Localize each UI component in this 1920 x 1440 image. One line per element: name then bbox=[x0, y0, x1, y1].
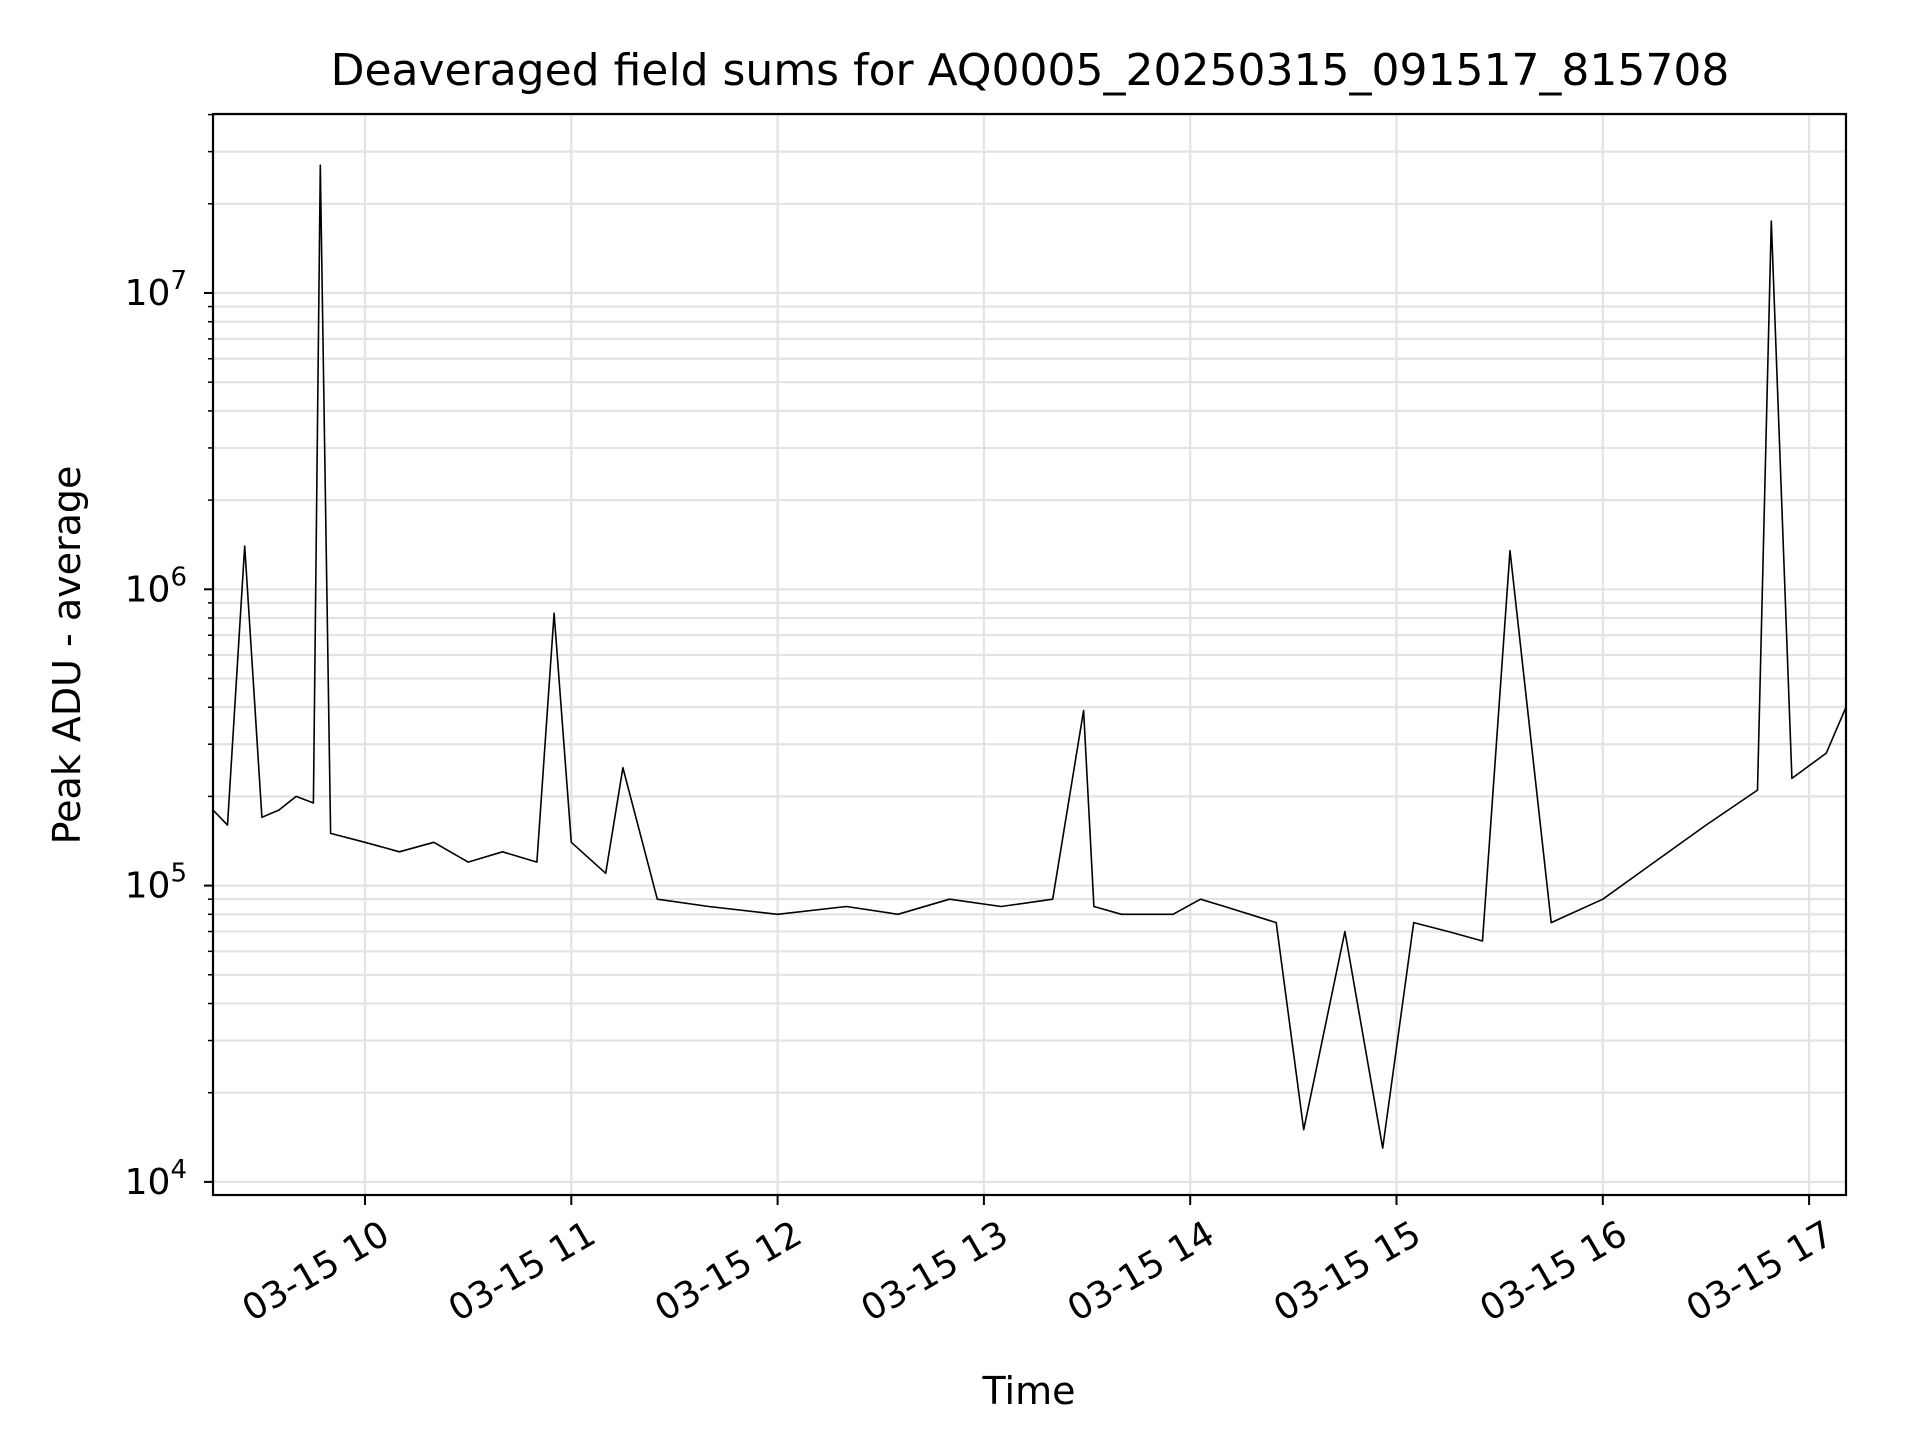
series-layer bbox=[212, 164, 1847, 1149]
y-axis-label: Peak ADU - average bbox=[45, 466, 89, 845]
y-axis: 104 105 106 107 bbox=[125, 113, 213, 1203]
y-tick-label: 107 bbox=[125, 266, 187, 314]
x-axis-label: Time bbox=[982, 1369, 1076, 1413]
series-line bbox=[212, 164, 1847, 1149]
y-tick-label: 106 bbox=[125, 562, 187, 610]
y-tick-label: 105 bbox=[125, 859, 187, 907]
grid bbox=[213, 113, 1846, 1195]
chart-title: Deaveraged field sums for AQ0005_2025031… bbox=[331, 45, 1730, 96]
y-tick-label: 104 bbox=[125, 1155, 187, 1203]
